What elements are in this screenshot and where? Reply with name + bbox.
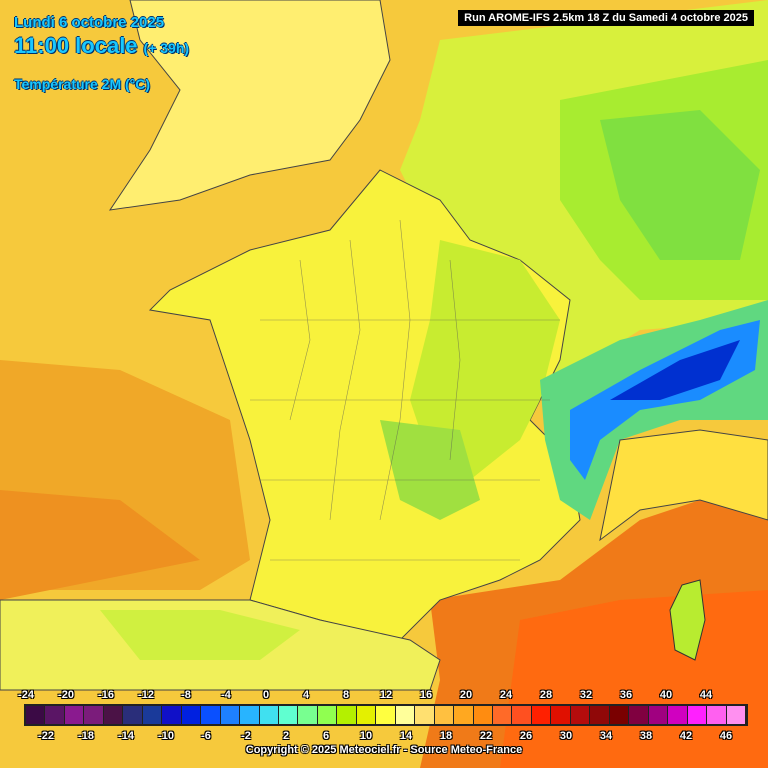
legend-tick-bottom: 2: [282, 730, 290, 742]
legend-swatch: [570, 706, 590, 724]
legend-swatch: [376, 706, 395, 724]
legend-swatch: [687, 706, 707, 724]
legend-tick-top: -8: [181, 689, 191, 701]
legend-tick-top: -4: [221, 689, 231, 701]
legend-swatch: [473, 706, 493, 724]
legend-tick-top: 28: [539, 689, 553, 701]
legend-swatch: [142, 706, 162, 724]
color-legend: -24 -20 -16 -12 -8 -4 0 4 8 12 16 20 24 28 32 36 40 44 -22…: [0, 688, 768, 768]
legend-swatch: [707, 706, 726, 724]
legend-tick-top: 16: [419, 689, 433, 701]
legend-swatch: [317, 706, 337, 724]
legend-swatch: [45, 706, 64, 724]
legend-swatch: [64, 706, 84, 724]
legend-tick-bottom: 46: [719, 730, 733, 742]
legend-swatch: [259, 706, 278, 724]
legend-tick-bottom: -14: [118, 730, 134, 742]
legend-tick-top: 40: [659, 689, 673, 701]
legend-tick-bottom: 10: [359, 730, 373, 742]
legend-tick-bottom: 30: [559, 730, 573, 742]
legend-tick-bottom: 6: [322, 730, 330, 742]
legend-swatch: [337, 706, 356, 724]
legend-swatch: [434, 706, 454, 724]
legend-tick-bottom: -2: [241, 730, 251, 742]
legend-tick-bottom: -10: [158, 730, 174, 742]
legend-tick-bottom: 38: [639, 730, 653, 742]
legend-swatch: [162, 706, 181, 724]
legend-swatch: [278, 706, 298, 724]
legend-tick-top: 4: [302, 689, 310, 701]
legend-tick-top: 36: [619, 689, 633, 701]
legend-tick-bottom: -6: [201, 730, 211, 742]
legend-tick-bottom: -22: [38, 730, 54, 742]
legend-tick-bottom: 34: [599, 730, 613, 742]
legend-tick-top: 32: [579, 689, 593, 701]
legend-tick-top: 8: [342, 689, 350, 701]
legend-swatch: [512, 706, 531, 724]
legend-swatch: [493, 706, 512, 724]
legend-swatch: [629, 706, 648, 724]
forecast-time-value: 11:00 locale: [14, 33, 138, 58]
legend-tick-bottom: 18: [439, 730, 453, 742]
legend-swatch: [123, 706, 142, 724]
legend-tick-top: 12: [379, 689, 393, 701]
legend-swatch: [590, 706, 609, 724]
legend-tick-bottom: -18: [78, 730, 94, 742]
legend-tick-bottom: 22: [479, 730, 493, 742]
legend-tick-bottom: 14: [399, 730, 413, 742]
legend-swatch: [26, 706, 45, 724]
legend-tick-top: -24: [18, 689, 34, 701]
legend-swatch: [531, 706, 551, 724]
legend-tick-top: 44: [699, 689, 713, 701]
legend-tick-top: -16: [98, 689, 114, 701]
legend-swatch: [84, 706, 103, 724]
parameter-title: Température 2M (°C): [14, 76, 151, 92]
legend-swatch: [103, 706, 123, 724]
legend-tick-top: 24: [499, 689, 513, 701]
legend-swatch: [240, 706, 259, 724]
legend-tick-top: -20: [58, 689, 74, 701]
copyright: Copyright © 2025 Meteociel.fr - Source M…: [245, 744, 523, 756]
legend-swatch: [648, 706, 668, 724]
forecast-date: Lundi 6 octobre 2025: [14, 14, 165, 31]
legend-tick-bottom: 42: [679, 730, 693, 742]
legend-swatch: [220, 706, 240, 724]
legend-swatch: [551, 706, 570, 724]
legend-swatch: [201, 706, 220, 724]
legend-tick-bottom: 26: [519, 730, 533, 742]
legend-swatch: [298, 706, 317, 724]
legend-swatch: [454, 706, 473, 724]
legend-swatch: [668, 706, 687, 724]
legend-swatch: [181, 706, 201, 724]
legend-tick-top: 20: [459, 689, 473, 701]
forecast-lead: (+ 39h): [143, 40, 190, 56]
legend-swatch: [395, 706, 415, 724]
legend-swatch: [356, 706, 376, 724]
legend-tick-top: 0: [262, 689, 270, 701]
legend-tick-top: -12: [138, 689, 154, 701]
legend-swatch: [415, 706, 434, 724]
forecast-time: 11:00 locale (+ 39h): [14, 33, 189, 59]
legend-swatch: [726, 706, 745, 724]
run-info: Run AROME-IFS 2.5km 18 Z du Samedi 4 oct…: [458, 10, 754, 26]
legend-swatch: [609, 706, 629, 724]
